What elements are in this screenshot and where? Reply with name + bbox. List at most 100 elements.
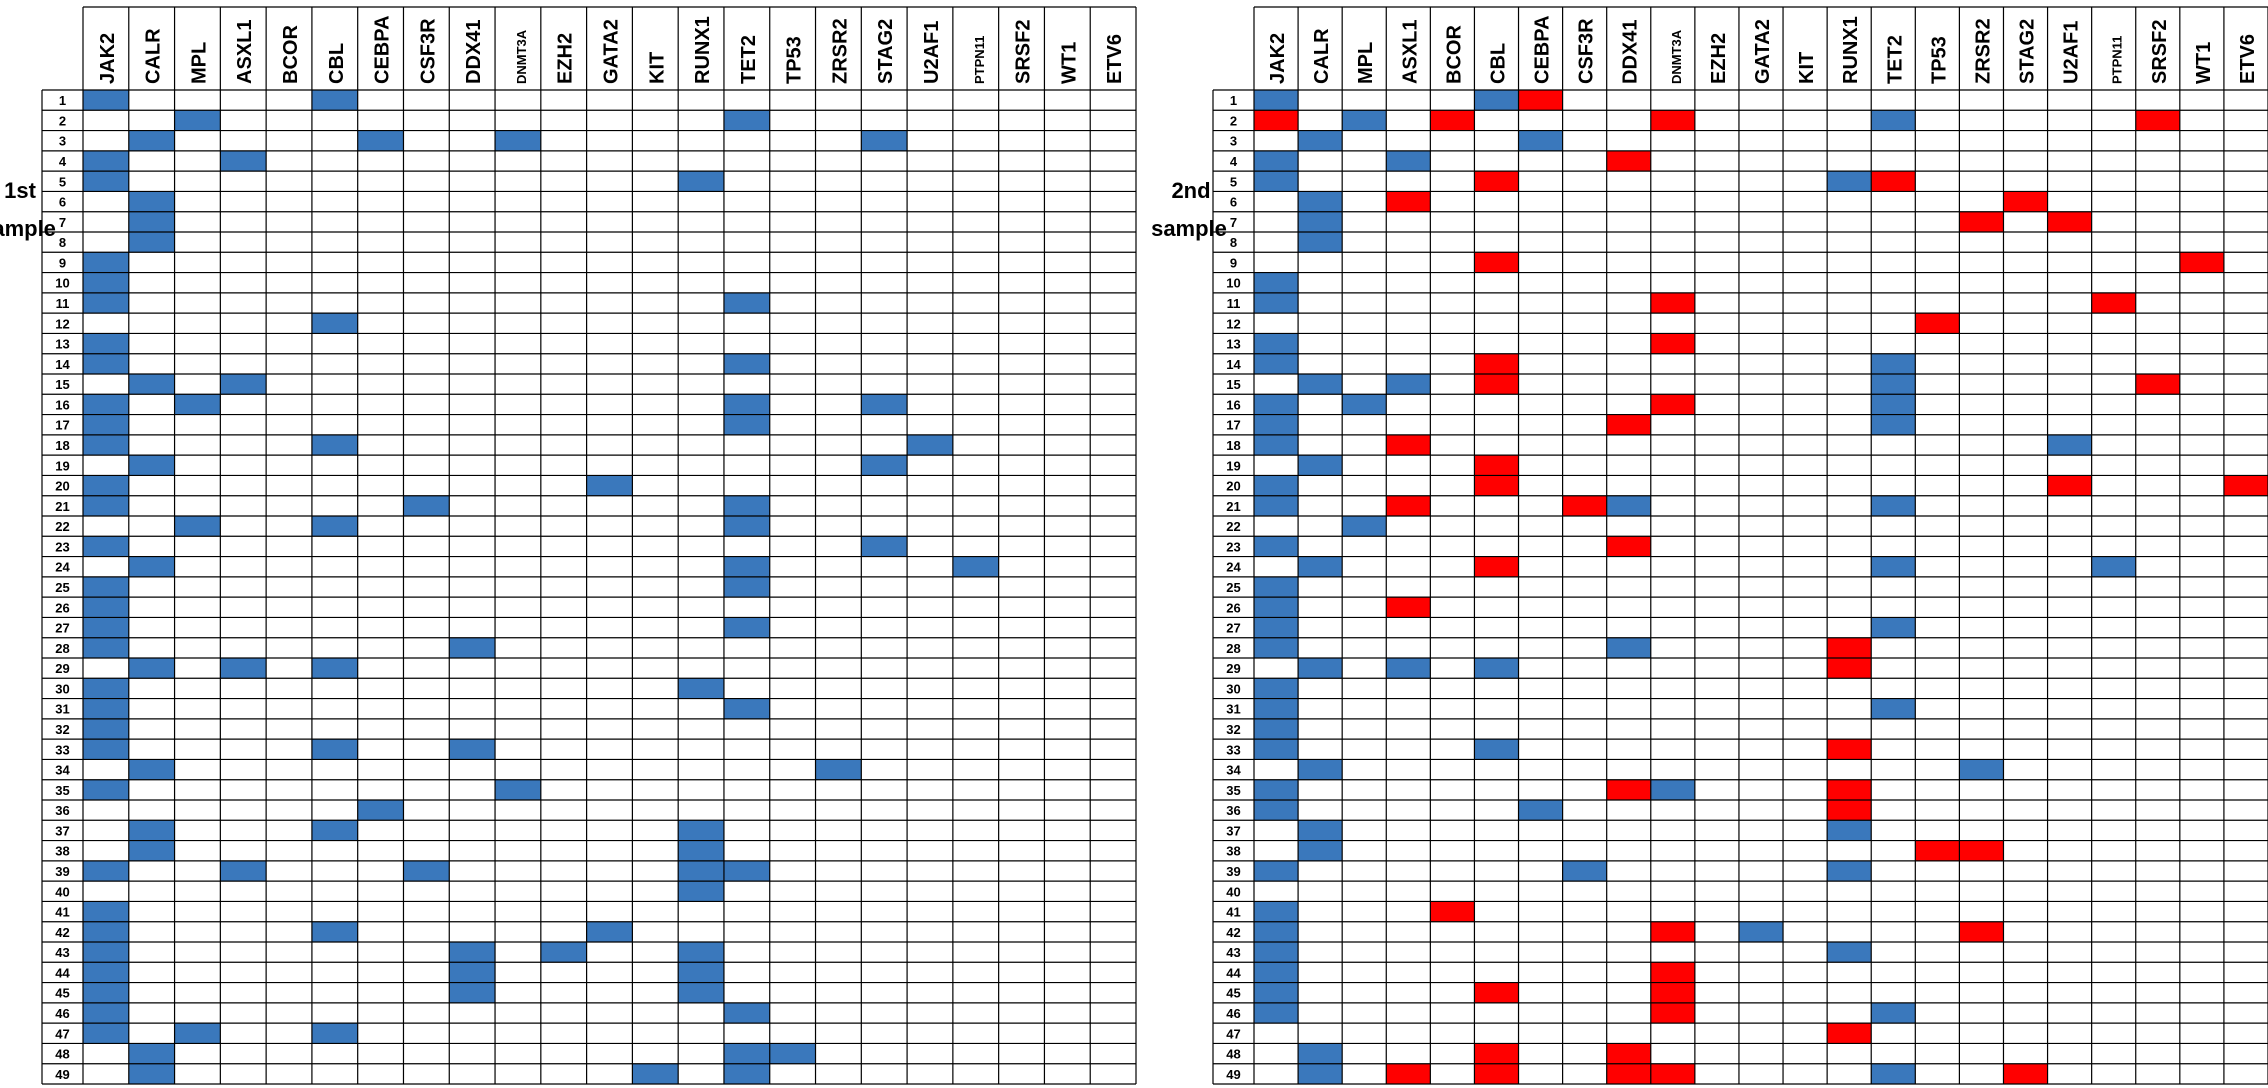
cell-31-tet2 [723,698,770,719]
gene-label-cebpa: CEBPA [372,15,394,84]
gene-label-wt1: WT1 [1058,42,1080,84]
cell-18-cbl [311,434,358,456]
sample-label-line1: 2nd [1171,178,1210,203]
sample-label-line2: sample [0,216,56,241]
cell-37-calr [128,820,175,841]
cell-16-mpl [174,394,221,415]
cell-48-calr [1298,1043,1343,1064]
gene-label-ezh2: EZH2 [555,33,577,84]
row-label-32: 32 [55,722,69,737]
cell-29-runx1 [1827,658,1872,679]
row-label-44: 44 [55,965,70,980]
cell-3-calr [1298,130,1343,151]
cell-15-calr [1298,374,1343,395]
cell-23-jak2 [1254,536,1299,557]
gene-label-etv6: ETV6 [1104,34,1126,84]
cell-18-u2af1 [907,434,953,456]
row-label-37: 37 [55,823,69,838]
cell-1-cbl [311,90,358,111]
row-label-38: 38 [55,844,69,859]
row-label-27: 27 [55,621,69,636]
cell-35-jak2 [83,779,129,800]
cell-20-etv6 [2223,475,2268,496]
row-label-15: 15 [55,377,69,392]
row-label-1: 1 [1230,93,1237,108]
cell-15-srsf2 [2135,374,2180,395]
row-label-43: 43 [1226,945,1240,960]
cell-12-cbl [311,313,358,334]
cell-17-jak2 [1254,414,1299,435]
cell-46-jak2 [1254,1002,1299,1024]
cell-25-tet2 [723,576,770,598]
cell-19-calr [1298,455,1343,476]
cell-22-mpl [174,516,221,537]
cell-33-cbl [1474,739,1519,760]
grid-lines [1212,6,2268,1085]
cell-16-stag2 [861,394,908,415]
row-label-12: 12 [1226,316,1240,331]
row-label-8: 8 [59,235,66,250]
cell-15-asxl1 [1386,374,1431,395]
cell-47-cbl [311,1023,358,1044]
row-label-19: 19 [1226,458,1240,473]
row-label-29: 29 [55,661,69,676]
cell-8-calr [1298,232,1343,253]
cell-38-calr [128,840,175,861]
cell-1-jak2 [83,90,129,111]
row-label-35: 35 [55,783,69,798]
row-label-13: 13 [1226,337,1240,352]
cell-42-cbl [311,921,358,942]
cell-43-jak2 [1254,942,1299,963]
gene-label-ptpn11: PTPN11 [2110,36,2125,84]
cell-21-asxl1 [1386,495,1431,516]
row-label-49: 49 [1226,1067,1240,1082]
cell-9-cbl [1474,252,1519,273]
gene-label-kit: KIT [646,52,668,84]
row-label-11: 11 [1227,296,1241,311]
gene-label-runx1: RUNX1 [692,16,714,84]
cell-49-tet2 [1871,1063,1916,1084]
cell-23-ddx41 [1606,536,1651,557]
cell-28-jak2 [1254,637,1299,658]
cell-45-jak2 [1254,982,1299,1003]
cell-10-jak2 [1254,272,1299,293]
cell-48-ddx41 [1606,1043,1651,1064]
cell-18-asxl1 [1386,434,1431,456]
cell-47-jak2 [83,1023,129,1044]
cell-44-dnmt3a [1650,962,1695,983]
cell-37-calr [1298,820,1343,841]
cell-32-jak2 [1254,718,1299,740]
gene-label-kit: KIT [1796,52,1818,84]
cell-43-runx1 [1827,942,1872,963]
cell-29-asxl1 [220,658,267,679]
row-label-7: 7 [59,215,66,230]
cell-1-jak2 [1254,90,1299,111]
cell-7-calr [128,211,175,232]
sample-label-line1: 1st [4,178,36,203]
row-label-17: 17 [55,418,69,433]
row-label-40: 40 [55,884,69,899]
row-label-3: 3 [1230,134,1237,149]
row-label-34: 34 [1226,763,1241,778]
cell-44-runx1 [678,962,724,983]
cell-37-runx1 [678,820,724,841]
gene-label-ddx41: DDX41 [463,20,485,84]
gene-label-csf3r: CSF3R [417,18,439,84]
cell-4-ddx41 [1606,150,1651,172]
row-label-33: 33 [1226,742,1240,757]
row-label-45: 45 [1226,986,1240,1001]
gene-label-ezh2: EZH2 [1708,33,1730,84]
cell-25-jak2 [83,576,129,598]
cell-17-jak2 [83,414,129,435]
gene-label-ptpn11: PTPN11 [972,36,987,84]
cell-27-tet2 [723,617,770,638]
cell-2-tet2 [1871,110,1916,131]
cell-9-jak2 [83,252,129,273]
row-label-28: 28 [55,641,69,656]
cell-49-kit [632,1063,679,1084]
gene-label-bcor: BCOR [280,25,302,84]
cell-44-jak2 [83,962,129,983]
cell-2-mpl [1342,110,1387,131]
cell-16-jak2 [1254,394,1299,415]
cell-46-tet2 [1871,1002,1916,1024]
